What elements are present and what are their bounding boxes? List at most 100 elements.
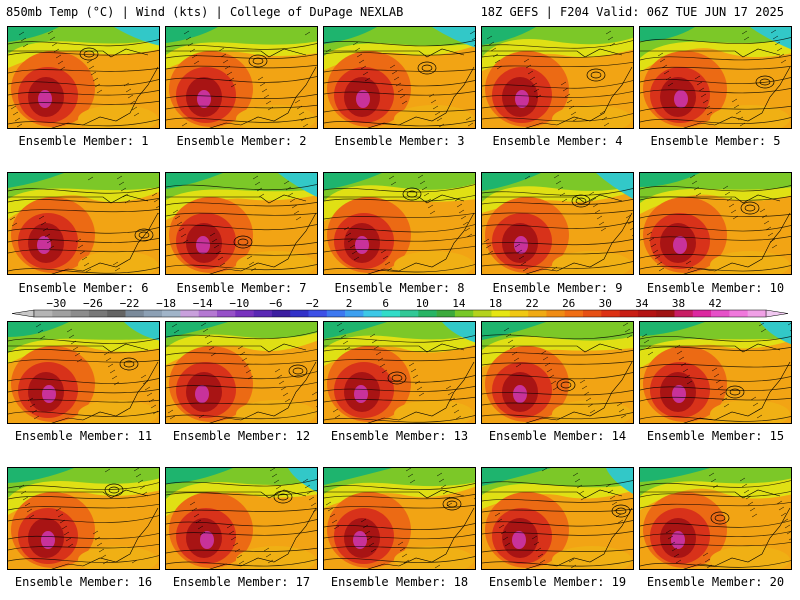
- colorbar-swatch: [198, 310, 218, 317]
- ensemble-member-4-label: Ensemble Member: 4: [492, 134, 623, 148]
- colorbar-swatch: [729, 310, 748, 317]
- colorbar-swatch: [345, 310, 364, 317]
- ensemble-member-2-map: [165, 26, 318, 129]
- colorbar-outline: [33, 309, 767, 318]
- colorbar-tick-label: 10: [416, 297, 429, 310]
- colorbar-tick-label: −30: [46, 297, 66, 310]
- colorbar-swatch: [326, 310, 346, 317]
- colorbar-tick-label: −18: [156, 297, 176, 310]
- colorbar-swatch: [692, 310, 712, 317]
- colorbar-swatch: [52, 310, 71, 317]
- ensemble-member-8-label: Ensemble Member: 8: [334, 281, 465, 295]
- colorbar-swatch: [34, 310, 53, 317]
- colorbar-swatch: [363, 310, 382, 317]
- colorbar-swatch: [656, 310, 675, 317]
- temperature-wind-map: [166, 173, 317, 274]
- colorbar-swatch: [619, 310, 639, 317]
- colorbar-swatch: [253, 310, 273, 317]
- colorbar-swatch: [711, 310, 730, 317]
- temperature-wind-map: [640, 322, 791, 423]
- temperature-wind-map: [166, 468, 317, 569]
- colorbar-swatch: [107, 310, 126, 317]
- ensemble-member-17-map: [165, 467, 318, 570]
- ensemble-member-3-map: [323, 26, 476, 129]
- colorbar-tick-label: 14: [452, 297, 466, 310]
- ensemble-member-13-label: Ensemble Member: 13: [330, 429, 469, 443]
- temperature-wind-map: [640, 27, 791, 128]
- colorbar-tick-label: 42: [708, 297, 721, 310]
- ensemble-member-18-map: [323, 467, 476, 570]
- ensemble-member-9-map: [481, 172, 634, 275]
- colorbar-swatch: [162, 310, 181, 317]
- temperature-wind-map: [324, 27, 475, 128]
- colorbar-swatch: [381, 310, 401, 317]
- colorbar-swatch: [290, 310, 309, 317]
- temperature-wind-map: [166, 322, 317, 423]
- colorbar-tick-label: 22: [525, 297, 538, 310]
- temperature-wind-map: [324, 322, 475, 423]
- ensemble-member-14-label: Ensemble Member: 14: [488, 429, 627, 443]
- temperature-wind-map: [8, 27, 159, 128]
- temperature-wind-map: [640, 468, 791, 569]
- temperature-wind-map: [482, 173, 633, 274]
- ensemble-member-19-label: Ensemble Member: 19: [488, 575, 627, 589]
- colorbar-swatch: [308, 310, 328, 317]
- colorbar-swatch: [509, 310, 529, 317]
- ensemble-member-1-map: [7, 26, 160, 129]
- colorbar-swatch: [125, 310, 145, 317]
- ensemble-member-16-label: Ensemble Member: 16: [14, 575, 153, 589]
- ensemble-member-12-map: [165, 321, 318, 424]
- colorbar-swatch: [473, 310, 492, 317]
- colorbar-max-arrow: [765, 309, 789, 318]
- ensemble-member-19-map: [481, 467, 634, 570]
- ensemble-member-15-map: [639, 321, 792, 424]
- colorbar-tick-label: 38: [672, 297, 685, 310]
- temperature-colorbar: −30 −26 −22 −18 −14 −10 −6 −2 2 6 10 14 18 22 26 30 34 38…: [11, 297, 789, 318]
- temperature-wind-map: [482, 322, 633, 423]
- colorbar-tick-label: 26: [562, 297, 575, 310]
- ensemble-member-17-label: Ensemble Member: 17: [172, 575, 311, 589]
- ensemble-member-3-label: Ensemble Member: 3: [334, 134, 465, 148]
- colorbar-swatch: [436, 310, 456, 317]
- ensemble-member-18-label: Ensemble Member: 18: [330, 575, 469, 589]
- colorbar-swatch: [143, 310, 163, 317]
- colorbar-tick-label: 6: [382, 297, 389, 310]
- colorbar-swatch: [454, 310, 474, 317]
- ensemble-member-5-label: Ensemble Member: 5: [650, 134, 781, 148]
- ensemble-member-11-label: Ensemble Member: 11: [14, 429, 153, 443]
- colorbar-swatch: [180, 310, 199, 317]
- ensemble-member-1-label: Ensemble Member: 1: [18, 134, 149, 148]
- colorbar-tick-label: −6: [269, 297, 282, 310]
- colorbar-tick-label: −14: [193, 297, 213, 310]
- ensemble-member-4-map: [481, 26, 634, 129]
- temperature-wind-map: [482, 468, 633, 569]
- colorbar-swatch: [674, 310, 694, 317]
- colorbar-tick-label: 18: [489, 297, 502, 310]
- colorbar-swatch: [601, 310, 620, 317]
- colorbar-swatch: [637, 310, 657, 317]
- colorbar-swatch: [564, 310, 584, 317]
- ensemble-member-10-label: Ensemble Member: 10: [646, 281, 785, 295]
- temperature-wind-map: [324, 173, 475, 274]
- ensemble-member-6-label: Ensemble Member: 6: [18, 281, 149, 295]
- colorbar-swatch: [70, 310, 90, 317]
- colorbar-swatch: [217, 310, 236, 317]
- ensemble-member-2-label: Ensemble Member: 2: [176, 134, 307, 148]
- colorbar-swatch: [400, 310, 419, 317]
- ensemble-member-15-label: Ensemble Member: 15: [646, 429, 785, 443]
- ensemble-member-5-map: [639, 26, 792, 129]
- ensemble-member-9-label: Ensemble Member: 9: [492, 281, 623, 295]
- temperature-wind-map: [8, 468, 159, 569]
- colorbar-swatch: [88, 310, 108, 317]
- colorbar-min-arrow: [11, 309, 35, 318]
- colorbar-tick-label: −2: [306, 297, 319, 310]
- temperature-wind-map: [324, 468, 475, 569]
- ensemble-member-8-map: [323, 172, 476, 275]
- colorbar-swatch: [491, 310, 511, 317]
- ensemble-member-20-label: Ensemble Member: 20: [646, 575, 785, 589]
- ensemble-member-14-map: [481, 321, 634, 424]
- colorbar-swatch: [271, 310, 291, 317]
- map-title: 850mb Temp (°C) | Wind (kts) | College o…: [6, 5, 404, 19]
- colorbar-swatch: [418, 310, 437, 317]
- ensemble-member-7-label: Ensemble Member: 7: [176, 281, 307, 295]
